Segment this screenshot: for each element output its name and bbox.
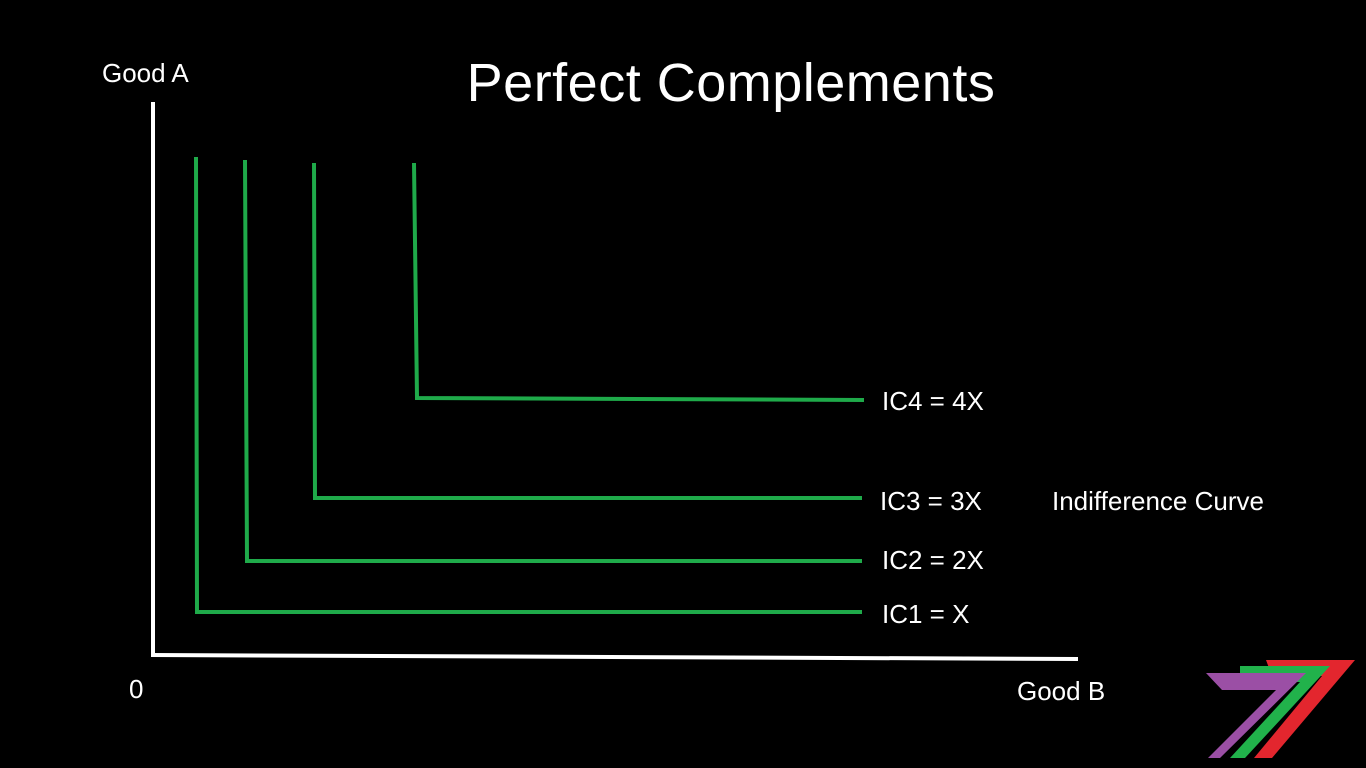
brand-logo bbox=[1206, 660, 1355, 758]
indifference-curve-ic1 bbox=[194, 156, 862, 614]
curve-label-ic2: IC2 = 2X bbox=[882, 545, 984, 575]
indifference-curve-ic2 bbox=[243, 159, 862, 563]
curve-label-ic4: IC4 = 4X bbox=[882, 386, 984, 416]
indifference-curve-ic3 bbox=[312, 162, 862, 500]
curve-label-ic1: IC1 = X bbox=[882, 599, 970, 629]
curve-label-ic3: IC3 = 3X bbox=[880, 486, 982, 516]
y-axis-label: Good A bbox=[102, 58, 189, 88]
origin-label: 0 bbox=[129, 674, 144, 704]
x-axis bbox=[150, 653, 1079, 661]
x-axis-label: Good B bbox=[1017, 676, 1106, 706]
indifference-curve-caption: Indifference Curve bbox=[1052, 486, 1264, 516]
page-title: Perfect Complements bbox=[466, 53, 996, 113]
indifference-curve-ic4 bbox=[412, 162, 865, 402]
